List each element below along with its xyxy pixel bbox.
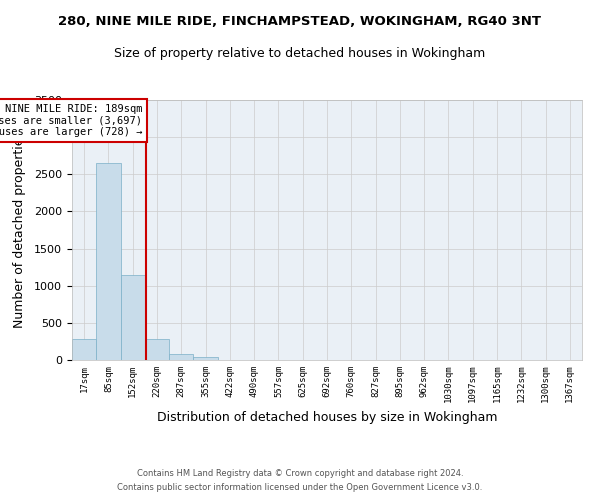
Bar	[121, 274, 145, 360]
Text: Contains HM Land Registry data © Crown copyright and database right 2024.: Contains HM Land Registry data © Crown c…	[137, 468, 463, 477]
Bar	[96, 163, 121, 360]
Text: 280, NINE MILE RIDE, FINCHAMPSTEAD, WOKINGHAM, RG40 3NT: 280, NINE MILE RIDE, FINCHAMPSTEAD, WOKI…	[59, 15, 542, 28]
X-axis label: Distribution of detached houses by size in Wokingham: Distribution of detached houses by size …	[157, 411, 497, 424]
Text: Size of property relative to detached houses in Wokingham: Size of property relative to detached ho…	[115, 48, 485, 60]
Text: Contains public sector information licensed under the Open Government Licence v3: Contains public sector information licen…	[118, 484, 482, 492]
Bar	[145, 339, 169, 360]
Text: 280 NINE MILE RIDE: 189sqm
← 83% of detached houses are smaller (3,697)
16% of s: 280 NINE MILE RIDE: 189sqm ← 83% of deta…	[0, 104, 142, 137]
Y-axis label: Number of detached properties: Number of detached properties	[13, 132, 26, 328]
Bar	[193, 357, 218, 360]
Bar	[72, 339, 96, 360]
Bar	[169, 354, 193, 360]
